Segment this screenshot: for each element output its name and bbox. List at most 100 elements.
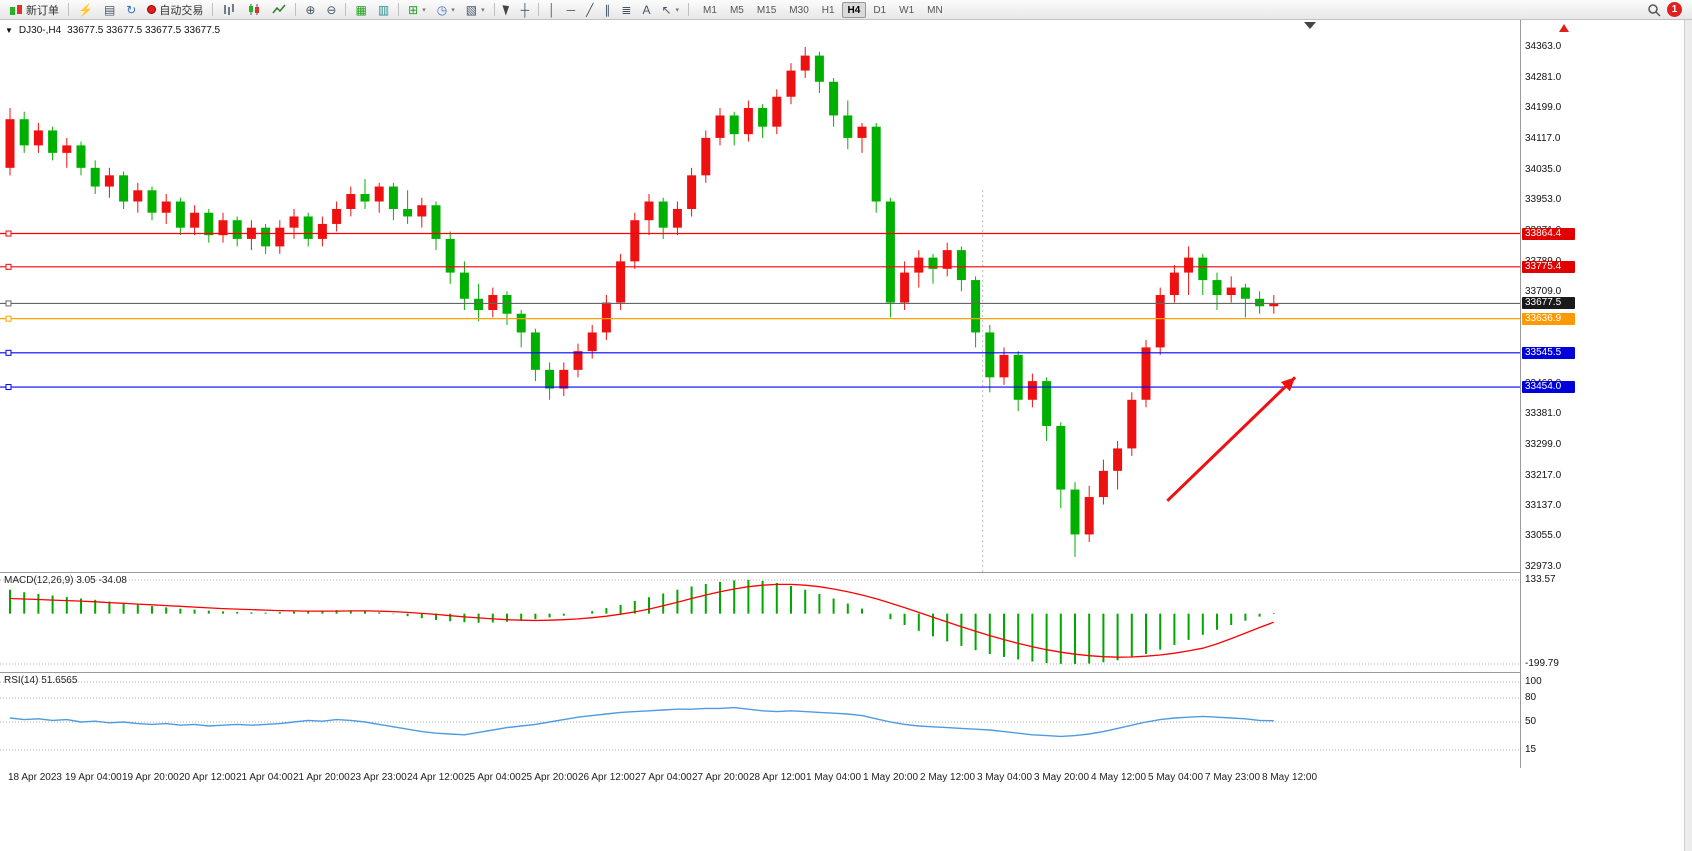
timeframe-button-m5[interactable]: M5 bbox=[729, 4, 744, 16]
toolbar-separator bbox=[493, 3, 495, 16]
macd-scale-label: 133.57 bbox=[1525, 574, 1556, 585]
price-line-label: 33545.5 bbox=[1522, 346, 1575, 359]
line-chart-mode-button[interactable] bbox=[267, 1, 291, 18]
toolbar-separator bbox=[538, 3, 540, 16]
refresh-button[interactable]: ↻ bbox=[121, 1, 141, 18]
time-axis[interactable]: 18 Apr 2023 19 Apr 04:00 19 Apr 20:00 20 Ap… bbox=[0, 768, 1577, 786]
chevron-down-icon: ▾ bbox=[422, 6, 426, 14]
macd-histogram bbox=[9, 579, 1275, 665]
time-axis-label: 1 May 20:00 bbox=[863, 772, 919, 783]
clock-icon: ◷ bbox=[436, 2, 448, 17]
new-order-button[interactable]: 新订单 bbox=[4, 1, 64, 18]
rsi-line bbox=[9, 706, 1274, 738]
indicators-button[interactable]: ⊞ ▾ bbox=[403, 1, 431, 18]
price-tick-label: 33137.0 bbox=[1525, 499, 1562, 511]
arrow-head bbox=[1280, 377, 1296, 392]
search-button[interactable] bbox=[1642, 1, 1666, 18]
chevron-down-icon: ▾ bbox=[451, 6, 455, 14]
time-axis-label: 8 May 12:00 bbox=[1262, 772, 1318, 783]
text-tool-button[interactable]: A bbox=[637, 1, 655, 18]
crosshair-tool-button[interactable]: ┼ bbox=[516, 1, 535, 18]
rsi-scale-label: 15 bbox=[1525, 744, 1537, 755]
price-tick-label: 32973.0 bbox=[1525, 561, 1562, 572]
price-tick-label: 33055.0 bbox=[1525, 530, 1562, 542]
symbol-ohlc-info[interactable]: ▼ DJ30-,H4 33677.5 33677.5 33677.5 33677… bbox=[5, 25, 220, 36]
vertical-line-tool-button[interactable]: │ bbox=[543, 1, 561, 18]
timeframe-button-m15[interactable]: M15 bbox=[756, 4, 777, 16]
cascade-windows-button[interactable]: ▥ bbox=[373, 1, 394, 18]
timeframe-button-h1[interactable]: H1 bbox=[821, 4, 835, 16]
macd-pane[interactable] bbox=[0, 572, 1520, 672]
templates-button[interactable]: ▧ ▾ bbox=[461, 1, 490, 18]
price-tick-label: 34363.0 bbox=[1525, 41, 1562, 52]
line-handle bbox=[5, 384, 12, 391]
price-tick-label: 33299.0 bbox=[1525, 439, 1562, 451]
time-axis-label: 19 Apr 04:00 bbox=[65, 772, 122, 783]
tile-windows-icon: ▦ bbox=[355, 2, 367, 17]
bar-chart-mode-button[interactable] bbox=[217, 1, 241, 18]
price-tick-label: 34199.0 bbox=[1525, 102, 1562, 114]
price-chart[interactable] bbox=[0, 20, 1520, 572]
chevron-down-icon: ▾ bbox=[675, 6, 680, 14]
horizontal-line-tool-button[interactable]: ─ bbox=[562, 1, 581, 18]
crosshair-icon: ┼ bbox=[520, 2, 530, 17]
price-tick-label: 33953.0 bbox=[1525, 194, 1562, 206]
timeframe-button-w1[interactable]: W1 bbox=[899, 4, 915, 16]
toolbar-separator bbox=[295, 3, 297, 16]
line-handle bbox=[5, 300, 12, 307]
time-axis-label: 25 Apr 04:00 bbox=[464, 772, 521, 783]
timeframe-button-d1[interactable]: D1 bbox=[873, 4, 887, 16]
toolbar-separator bbox=[212, 3, 214, 16]
line-handle bbox=[5, 263, 12, 270]
notification-badge[interactable]: 1 bbox=[1667, 2, 1682, 17]
toolbar-separator bbox=[398, 3, 400, 16]
text-tool-icon: A bbox=[642, 2, 651, 17]
price-line-label: 33677.5 bbox=[1522, 297, 1575, 310]
pane-separator[interactable] bbox=[0, 572, 1577, 573]
rsi-label: RSI(14) 51.6565 bbox=[4, 675, 78, 686]
trendline-icon: ╱ bbox=[586, 2, 594, 17]
zoom-in-button[interactable]: ⊕ bbox=[300, 1, 320, 18]
profiles-button[interactable]: ▤ bbox=[99, 1, 120, 18]
line-chart-icon bbox=[272, 4, 286, 14]
auto-trading-icon bbox=[147, 5, 157, 14]
line-handle bbox=[5, 349, 12, 356]
pane-separator[interactable] bbox=[0, 672, 1577, 673]
timeframe-button-m30[interactable]: M30 bbox=[789, 4, 809, 16]
candle-chart-mode-button[interactable] bbox=[242, 1, 266, 18]
timeframe-button-m1[interactable]: M1 bbox=[703, 4, 717, 16]
quick-trade-button[interactable]: ⚡ bbox=[73, 1, 98, 18]
macd-label: MACD(12,26,9) 3.05 -34.08 bbox=[4, 575, 127, 586]
rsi-scale-label: 50 bbox=[1525, 716, 1537, 727]
time-axis-label: 2 May 12:00 bbox=[920, 772, 976, 783]
price-tick-label: 34117.0 bbox=[1525, 133, 1561, 145]
periods-button[interactable]: ◷ ▾ bbox=[432, 1, 460, 18]
arrows-tool-button[interactable]: ↖ ▾ bbox=[656, 1, 684, 18]
rsi-pane[interactable] bbox=[0, 672, 1520, 768]
toolbar-separator bbox=[68, 3, 69, 16]
time-axis-label: 4 May 12:00 bbox=[1091, 772, 1147, 783]
time-axis-label: 20 Apr 12:00 bbox=[179, 772, 236, 783]
zoom-out-button[interactable]: ⊖ bbox=[321, 1, 341, 18]
trendline-tool-button[interactable]: ╱ bbox=[581, 1, 598, 18]
line-handle bbox=[5, 315, 12, 322]
macd-scale-label: -199.79 bbox=[1525, 658, 1559, 669]
channel-tool-button[interactable]: ∥ bbox=[599, 1, 615, 18]
fibonacci-tool-button[interactable]: ≣ bbox=[616, 1, 636, 18]
auto-trading-button[interactable]: 自动交易 bbox=[142, 1, 208, 18]
time-axis-label: 1 May 04:00 bbox=[806, 772, 862, 783]
time-axis-label: 27 Apr 04:00 bbox=[635, 772, 692, 783]
time-axis-label: 3 May 20:00 bbox=[1034, 772, 1090, 783]
timeframe-button-mn[interactable]: MN bbox=[927, 4, 943, 16]
tile-windows-button[interactable]: ▦ bbox=[350, 1, 371, 18]
vertical-scrollbar[interactable] bbox=[1684, 20, 1692, 851]
price-scale-anchor-icon[interactable] bbox=[1559, 24, 1569, 32]
price-axis[interactable]: 34363.0 34281.0 34199.0 34117.0 34035.0 33953… bbox=[1520, 20, 1577, 786]
price-tick-label: 33381.0 bbox=[1525, 408, 1562, 420]
timeframe-button-h4[interactable]: H4 bbox=[841, 1, 867, 18]
price-line-label: 33775.4 bbox=[1522, 260, 1575, 273]
time-axis-label: 7 May 23:00 bbox=[1205, 772, 1261, 783]
main-toolbar: 新订单 ⚡ ▤ ↻ 自动交易 ⊕ ⊖ ▦ ▥ ⊞ ▾ ◷ ▾ ▧ ▾ ┼ bbox=[0, 0, 1692, 20]
cursor-tool-button[interactable] bbox=[499, 1, 515, 18]
